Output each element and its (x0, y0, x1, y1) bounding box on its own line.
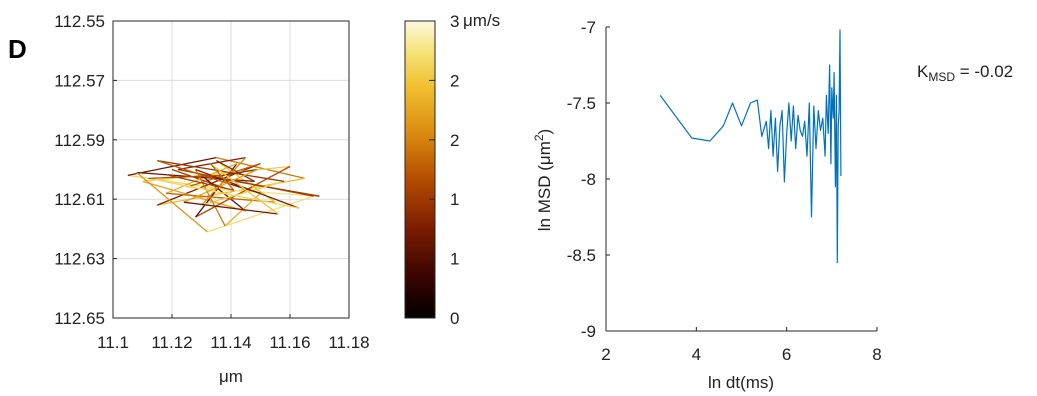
trajectory-y-tick-label: 112.55 (54, 12, 105, 31)
trajectory-segment (166, 192, 276, 203)
msd-y-tick-label: -7 (581, 18, 596, 37)
trajectory-segment (183, 168, 258, 203)
trajectory-grid (112, 20, 350, 319)
colorbar-gradient (404, 20, 436, 319)
trajectory-segment (177, 156, 246, 171)
msd-plot: 2 4 6 8 -9 -8.5 -8 -7.5 -7 ln dt(ms) ln MSD (μm2… (532, 18, 882, 392)
trajectory-segment (209, 163, 279, 215)
trajectory-segment (136, 172, 208, 233)
trajectory-x-tick-label: 11.12 (151, 333, 192, 352)
trajectory-segment (142, 180, 246, 212)
trajectory-segment (148, 177, 300, 209)
msd-y-tick-label: -9 (581, 322, 596, 341)
trajectory-y-tick-label: 112.59 (54, 131, 105, 150)
msd-y-axis-label: ln MSD (μm2) (532, 129, 554, 231)
trajectory-segment (183, 201, 279, 215)
msd-x-axis-label: ln dt(ms) (708, 373, 774, 392)
colorbar-tick-label: 0 (450, 309, 459, 328)
msd-y-tick-label: -8.5 (567, 246, 596, 265)
colorbar-tick-label: 3 (450, 12, 459, 31)
msd-axes: 2 4 6 8 -9 -8.5 -8 -7.5 -7 (567, 18, 882, 364)
trajectory-x-tick-label: 11.1 (97, 333, 129, 352)
trajectory-segment (168, 174, 235, 191)
trajectory-segment (216, 156, 305, 180)
trajectory-segment (165, 163, 238, 194)
colorbar-tick-label: 1 (450, 250, 459, 269)
msd-x-tick-label: 4 (692, 345, 701, 364)
trajectory-segment (195, 169, 226, 227)
trajectory-x-tick-label: 11.16 (269, 333, 310, 352)
trajectory-segment (127, 174, 232, 191)
msd-y-tick-label: -8 (581, 170, 596, 189)
trajectory-segment (142, 165, 291, 183)
trajectory-segment (201, 180, 285, 206)
trajectory-x-axis-label: μm (219, 367, 243, 386)
trajectory-y-tick-label: 112.61 (54, 190, 105, 209)
colorbar: 0 1 1 2 2 3 μm/s (404, 11, 500, 328)
trajectory-plot: 11.1 11.12 11.14 11.16 11.18 112.55 112.57 112.… (54, 12, 369, 386)
trajectory-x-tick-label: 11.18 (328, 333, 369, 352)
colorbar-tick-label: 2 (450, 131, 459, 150)
msd-x-tick-label: 8 (872, 345, 881, 364)
trajectory-x-tick-label: 11.14 (210, 333, 251, 352)
trajectory-segments (127, 156, 320, 233)
trajectory-segment (222, 168, 258, 177)
msd-y-tick-label: -7.5 (567, 94, 596, 113)
trajectory-segment (148, 174, 223, 180)
trajectory-segment (157, 159, 232, 186)
msd-x-tick-label: 2 (601, 345, 610, 364)
trajectory-segment (207, 195, 314, 233)
colorbar-unit-label: μm/s (463, 11, 500, 30)
msd-series (659, 29, 842, 264)
trajectory-y-tick-label: 112.57 (54, 71, 105, 90)
colorbar-ticks: 0 1 1 2 2 3 (429, 12, 459, 328)
colorbar-tick-label: 1 (450, 190, 459, 209)
msd-x-tick-label: 6 (782, 345, 791, 364)
msd-series-line (659, 29, 842, 264)
k-msd-annotation: KMSD = -0.02 (917, 62, 1013, 84)
trajectory-y-tick-label: 112.65 (54, 309, 105, 328)
trajectory-axes: 11.1 11.12 11.14 11.16 11.18 112.55 112.57 112.… (54, 12, 369, 352)
colorbar-tick-label: 2 (450, 71, 459, 90)
trajectory-segment (195, 165, 291, 218)
trajectory-segment (209, 163, 235, 191)
trajectory-segment (215, 160, 255, 182)
trajectory-y-tick-label: 112.63 (54, 250, 105, 269)
trajectory-axes-box (112, 20, 350, 319)
panel-label: D (8, 34, 27, 64)
